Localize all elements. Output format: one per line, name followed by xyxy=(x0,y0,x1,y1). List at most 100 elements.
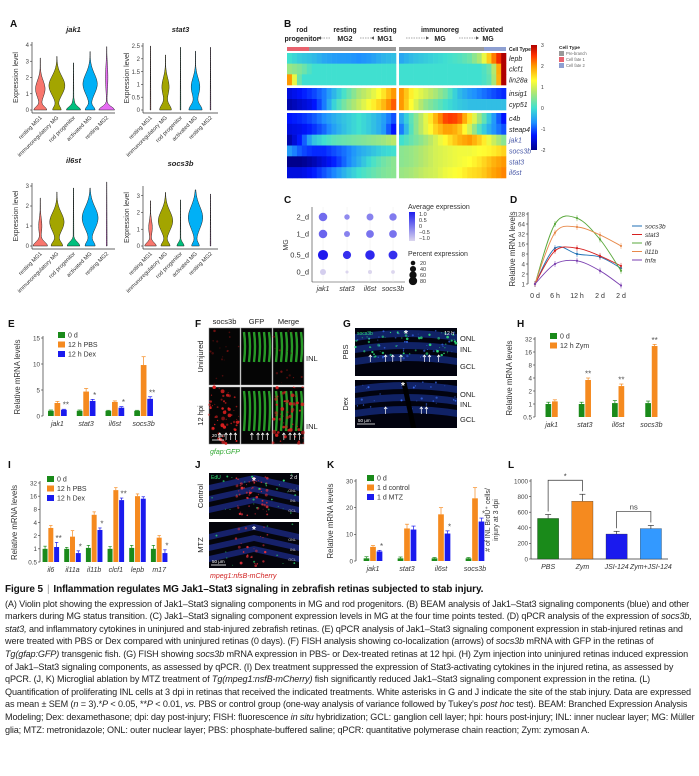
category-label: il6st xyxy=(612,422,626,429)
heatmap-cell xyxy=(291,123,298,135)
heatmap-cell xyxy=(442,88,448,100)
heatmap-cell xyxy=(331,99,337,111)
signal-spot xyxy=(266,533,269,536)
heatmap-cell xyxy=(336,167,342,179)
signal-spot xyxy=(288,402,293,406)
size-legend-label: 40 xyxy=(420,267,426,273)
micrograph xyxy=(209,473,299,519)
gene-label: lepb xyxy=(509,56,522,63)
heatmap-cell xyxy=(501,113,507,125)
signal-spot xyxy=(437,336,441,340)
bar xyxy=(64,548,70,562)
heatmap-cell xyxy=(403,99,410,111)
heatmap-cell xyxy=(311,123,318,135)
heatmap-cell xyxy=(296,88,303,100)
heatmap-cell xyxy=(316,99,322,111)
heatmap-cell xyxy=(326,99,332,111)
heatmap-cell xyxy=(418,156,424,168)
signal-spot xyxy=(253,548,255,550)
layer-label: INL xyxy=(290,499,296,503)
size-legend-dot xyxy=(409,271,417,279)
heatmap-cell xyxy=(408,156,414,168)
heatmap-cell xyxy=(442,134,448,146)
heatmap-cell xyxy=(437,167,444,179)
heatmap-cell xyxy=(351,123,357,135)
legend-swatch xyxy=(550,342,557,349)
category-label: socs3b xyxy=(640,422,662,429)
heatmap-cell xyxy=(467,113,473,125)
signal-spot xyxy=(404,334,408,337)
heatmap-cell xyxy=(326,156,332,168)
y-tick-label: 0 xyxy=(137,108,141,114)
heatmap-cell xyxy=(391,123,397,135)
category-label: jak1 xyxy=(50,421,64,428)
bar xyxy=(76,410,83,416)
heatmap-cell xyxy=(287,74,293,86)
signal-spot xyxy=(235,439,238,443)
heatmap-cell xyxy=(433,123,439,135)
heatmap-cell xyxy=(471,63,478,75)
heatmap-cell xyxy=(287,99,293,111)
beam-heatmap: rodprogenitorrestingMG2restingMG1immunor… xyxy=(285,27,587,179)
signal-spot xyxy=(290,512,292,514)
y-axis-label: Expression level xyxy=(124,52,131,103)
expression-dot xyxy=(389,213,397,221)
heatmap-cell xyxy=(408,145,414,157)
heatmap-cell xyxy=(476,74,482,86)
signal-spot xyxy=(228,336,231,338)
heatmap-cell xyxy=(413,99,419,111)
signal-spot xyxy=(225,346,227,348)
heatmap-cell xyxy=(291,134,298,146)
bar xyxy=(645,403,651,417)
gene-label: clcf1 xyxy=(509,67,524,74)
signal-spot xyxy=(252,479,255,482)
bar xyxy=(91,514,97,562)
colorbar-tick: -1 xyxy=(541,127,546,133)
signal-spot xyxy=(419,336,423,340)
heatmap-cell xyxy=(501,63,507,75)
size-legend-dot xyxy=(409,265,417,273)
signal-spot xyxy=(222,400,226,403)
signal-spot xyxy=(398,355,400,358)
gene-label: socs3b xyxy=(509,149,531,156)
heatmap-cell xyxy=(326,63,332,75)
legend-swatch xyxy=(367,494,374,500)
data-point xyxy=(533,282,537,286)
gfp-glia xyxy=(284,390,289,432)
signal-spot xyxy=(258,487,261,490)
caption-text: < 0.05, ** xyxy=(107,699,147,710)
heatmap-cell xyxy=(391,88,397,100)
signal-spot xyxy=(254,563,256,565)
heatmap-cell xyxy=(306,167,313,179)
heatmap-cell xyxy=(341,74,347,86)
y-tick-label: 128 xyxy=(514,211,525,218)
y-tick-label: 0 xyxy=(26,108,30,114)
signal-spot xyxy=(246,514,249,517)
signal-spot xyxy=(426,344,428,346)
violin xyxy=(65,62,82,111)
heatmap-cell xyxy=(381,123,387,135)
colorbar-tick: 0.5 xyxy=(419,218,427,224)
heatmap-cell xyxy=(381,53,387,64)
legend-label: Pre-branch xyxy=(566,51,587,56)
bar xyxy=(140,498,146,562)
signal-spot xyxy=(237,345,240,348)
signal-spot xyxy=(221,407,224,410)
panel-label-J: J xyxy=(195,460,201,471)
heatmap-cell xyxy=(428,88,434,100)
arrow-icon xyxy=(422,354,427,362)
category-label: lepb xyxy=(131,567,144,574)
bar xyxy=(404,528,410,561)
heatmap-cell xyxy=(408,113,414,125)
panel-label-L: L xyxy=(508,460,514,471)
y-tick-label: 8 xyxy=(33,507,37,514)
heatmap-cell xyxy=(391,99,397,111)
signal-spot xyxy=(277,329,279,331)
signal-spot xyxy=(354,345,357,349)
y-tick-label: 32 xyxy=(518,231,526,238)
violin xyxy=(98,46,116,111)
heatmap-cell xyxy=(291,74,298,86)
heatmap-cell xyxy=(291,167,298,179)
scale-bar-label: 50 μm xyxy=(358,418,371,423)
